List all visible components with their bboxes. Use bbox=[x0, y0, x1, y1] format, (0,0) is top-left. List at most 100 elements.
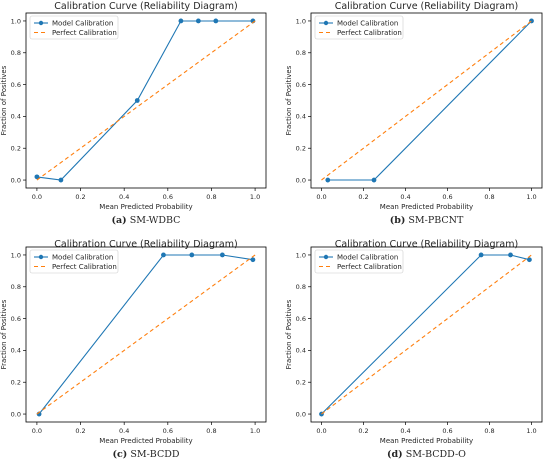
legend-marker-model bbox=[38, 254, 44, 260]
panel-caption-text: SM-BCDD-O bbox=[406, 449, 466, 460]
y-tick-label: 0.2 bbox=[11, 145, 21, 153]
y-tick-label: 0.2 bbox=[296, 145, 306, 153]
x-tick-label: 1.0 bbox=[526, 193, 536, 201]
legend-entry-label: Perfect Calibration bbox=[337, 263, 402, 271]
calibration-panel: Calibration Curve (Reliability Diagram) 0… bbox=[0, 1, 267, 226]
x-tick-label: 0.2 bbox=[75, 427, 85, 435]
y-tick-label: 0.8 bbox=[296, 49, 306, 57]
model-calibration-point bbox=[161, 252, 166, 258]
y-tick-label: 0.2 bbox=[11, 379, 21, 387]
legend-entry-label: Model Calibration bbox=[337, 20, 398, 28]
panel-caption-text: SM-BCDD bbox=[130, 449, 179, 460]
axes-frame bbox=[25, 12, 267, 189]
calibration-panel: Calibration Curve (Reliability Diagram) 0… bbox=[285, 239, 543, 460]
x-tick-label: 0.2 bbox=[358, 427, 368, 435]
x-tick-label: 0.0 bbox=[316, 427, 326, 435]
model-calibration-point bbox=[527, 257, 532, 263]
model-calibration-point bbox=[189, 252, 195, 258]
x-tick-label: 1.0 bbox=[250, 193, 260, 201]
x-tick-label: 0.2 bbox=[75, 193, 85, 201]
axes-frame bbox=[25, 246, 267, 423]
panel-title: Calibration Curve (Reliability Diagram) bbox=[335, 1, 518, 12]
y-tick-label: 0.4 bbox=[296, 347, 306, 355]
x-tick-label: 0.4 bbox=[400, 427, 410, 435]
panel-caption: (a) SM-WDBC bbox=[112, 215, 181, 226]
x-tick-label: 0.6 bbox=[442, 427, 452, 435]
panel-caption-text: SM-WDBC bbox=[130, 215, 181, 226]
x-tick-label: 0.8 bbox=[484, 193, 494, 201]
model-calibration-point bbox=[58, 177, 64, 183]
y-tick-label: 0.8 bbox=[11, 49, 21, 57]
panel-caption: (d) SM-BCDD-O bbox=[387, 449, 466, 460]
y-tick-label: 0.0 bbox=[11, 410, 21, 418]
x-axis-label: Mean Predicted Probability bbox=[380, 437, 473, 445]
legend-box bbox=[314, 249, 404, 274]
legend-box bbox=[29, 15, 119, 40]
legend-marker-model bbox=[38, 20, 44, 26]
model-calibration-point bbox=[134, 98, 140, 103]
y-tick-label: 1.0 bbox=[296, 251, 306, 259]
model-calibration-point bbox=[195, 18, 201, 24]
legend-box bbox=[314, 15, 404, 40]
model-calibration-point bbox=[219, 252, 225, 258]
x-axis-label: Mean Predicted Probability bbox=[99, 203, 192, 211]
x-tick-label: 0.8 bbox=[206, 427, 216, 435]
x-tick-label: 1.0 bbox=[250, 427, 260, 435]
model-calibration-point bbox=[478, 252, 484, 258]
model-calibration-point bbox=[213, 18, 219, 24]
model-calibration-line bbox=[327, 20, 532, 181]
y-tick-label: 0.0 bbox=[296, 410, 306, 418]
x-tick-label: 0.4 bbox=[119, 193, 129, 201]
panel-title: Calibration Curve (Reliability Diagram) bbox=[54, 239, 237, 250]
y-tick-label: 0.6 bbox=[296, 315, 306, 323]
model-calibration-point bbox=[325, 177, 331, 183]
legend-entry-label: Perfect Calibration bbox=[337, 29, 402, 37]
model-calibration-point bbox=[178, 18, 184, 24]
legend-entry-label: Model Calibration bbox=[52, 254, 113, 262]
y-tick-label: 0.8 bbox=[296, 283, 306, 291]
y-tick-label: 0.6 bbox=[296, 81, 306, 89]
y-axis-label: Fraction of Positives bbox=[285, 299, 293, 369]
calibration-panel: Calibration Curve (Reliability Diagram) 0… bbox=[285, 1, 543, 226]
y-tick-label: 0.6 bbox=[11, 81, 21, 89]
y-tick-label: 0.0 bbox=[11, 176, 21, 184]
panel-title: Calibration Curve (Reliability Diagram) bbox=[335, 239, 518, 250]
model-calibration-line bbox=[321, 254, 530, 415]
y-tick-label: 0.6 bbox=[11, 315, 21, 323]
panel-caption-letter: (c) bbox=[113, 449, 128, 460]
y-axis-label: Fraction of Positives bbox=[285, 65, 293, 135]
model-calibration-line bbox=[36, 20, 253, 181]
y-tick-label: 0.0 bbox=[296, 176, 306, 184]
panel-caption: (b) SM-PBCNT bbox=[390, 215, 464, 226]
panel-caption-letter: (d) bbox=[387, 449, 403, 460]
legend-entry-label: Model Calibration bbox=[52, 20, 113, 28]
y-tick-label: 0.4 bbox=[11, 347, 21, 355]
perfect-calibration-line bbox=[321, 254, 532, 415]
x-tick-label: 0.8 bbox=[484, 427, 494, 435]
calibration-panel: Calibration Curve (Reliability Diagram) 0… bbox=[0, 239, 267, 460]
perfect-calibration-line bbox=[36, 254, 256, 415]
axes-frame bbox=[310, 12, 543, 189]
axes-frame bbox=[310, 246, 543, 423]
legend-entry-label: Perfect Calibration bbox=[52, 263, 117, 271]
y-tick-label: 0.4 bbox=[296, 113, 306, 121]
panel-caption-letter: (a) bbox=[112, 215, 127, 226]
y-tick-label: 0.2 bbox=[296, 379, 306, 387]
y-tick-label: 0.4 bbox=[11, 113, 21, 121]
x-tick-label: 0.0 bbox=[32, 193, 42, 201]
x-tick-label: 0.6 bbox=[163, 427, 173, 435]
legend-marker-model bbox=[323, 254, 329, 260]
panel-caption: (c) SM-BCDD bbox=[113, 449, 180, 460]
legend-box bbox=[29, 249, 119, 274]
x-tick-label: 0.8 bbox=[206, 193, 216, 201]
legend-entry-label: Perfect Calibration bbox=[52, 29, 117, 37]
y-tick-label: 1.0 bbox=[11, 251, 21, 259]
legend-entry-label: Model Calibration bbox=[337, 254, 398, 262]
legend-marker-model bbox=[323, 20, 329, 26]
x-tick-label: 0.0 bbox=[32, 427, 42, 435]
x-tick-label: 0.6 bbox=[163, 193, 173, 201]
x-tick-label: 1.0 bbox=[526, 427, 536, 435]
y-axis-label: Fraction of Positives bbox=[0, 65, 8, 135]
x-tick-label: 0.2 bbox=[358, 193, 368, 201]
